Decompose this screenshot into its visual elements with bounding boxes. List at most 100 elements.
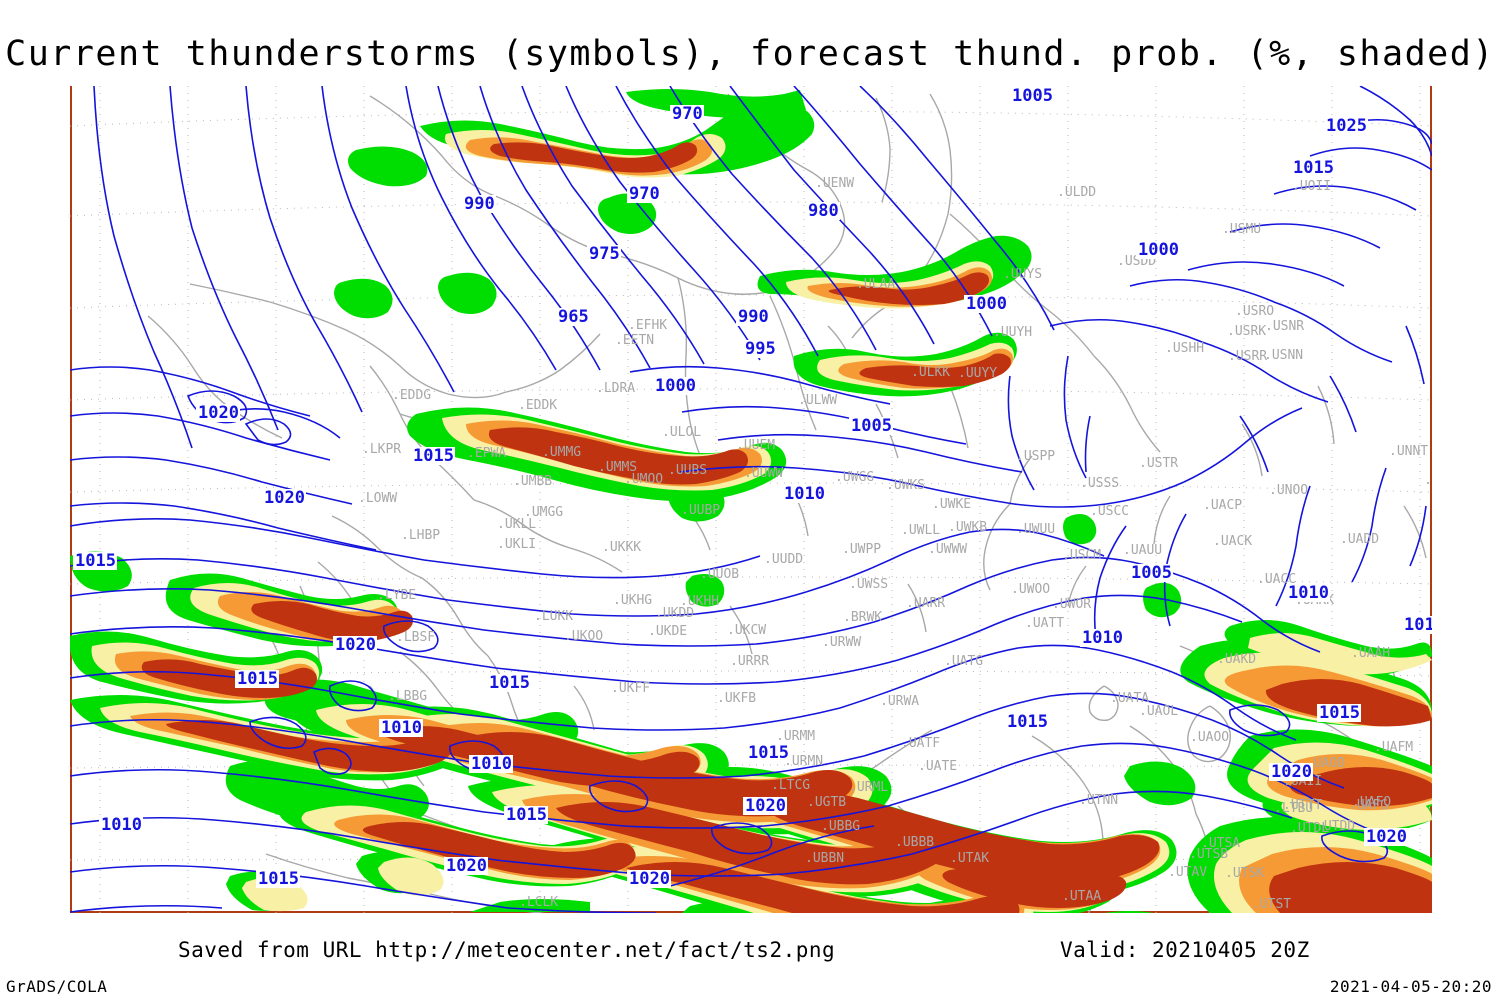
isobar-label-text: 970 — [629, 184, 660, 204]
isobar-label-backdrop — [333, 636, 377, 654]
station-label: .UAFO — [1352, 795, 1391, 810]
station-label: .EPWA — [467, 446, 506, 461]
isobar-label: 970 — [670, 104, 704, 124]
isobar-label: 1010 — [469, 754, 513, 774]
station-label: .URMN — [784, 754, 823, 769]
station-label: .UOII — [1292, 179, 1331, 194]
station-label: .UTAA — [1062, 889, 1101, 904]
isobar-label: 995 — [743, 339, 777, 359]
isobar-label-text: 1000 — [1138, 240, 1179, 260]
station-label: .ULDD — [1057, 185, 1096, 200]
station-label: .UATT — [1025, 616, 1064, 631]
isobar-label-backdrop — [411, 447, 455, 465]
station-label: .USRO — [1235, 304, 1274, 319]
station-label: .UARR — [906, 596, 945, 611]
isobar-label: 1015 — [411, 446, 455, 466]
station-label: .LUKK — [534, 609, 573, 624]
station-label: .UKHG — [613, 593, 652, 608]
station-label: .UKOO — [564, 629, 603, 644]
station-label: .UKDD — [655, 606, 694, 621]
isobar-label-text: 1000 — [655, 376, 696, 396]
timestamp-label: 2021-04-05-20:20 — [1329, 977, 1492, 996]
isobar-label-text: 1015 — [1293, 158, 1334, 178]
station-label: .USTR — [1139, 456, 1178, 471]
station-label: .UWGG — [835, 470, 874, 485]
isobar-label-text: 1010 — [471, 754, 512, 774]
station-label: .UUWW — [744, 466, 783, 481]
isobar-label-text: 1010 — [1288, 583, 1329, 603]
station-label: .UAKD — [1217, 652, 1256, 667]
station-label: .LCLK — [519, 895, 558, 910]
isobar-label: 1020 — [1269, 762, 1313, 782]
station-label: .UATG — [944, 654, 983, 669]
station-label: .UUYY — [958, 366, 997, 381]
isobar-label-backdrop — [1129, 564, 1173, 582]
isobar-label: 1020 — [333, 635, 377, 655]
isobar-label: 1005 — [849, 416, 893, 436]
isobar-label-backdrop — [469, 755, 513, 773]
station-label: .UWLL — [901, 523, 940, 538]
isobar-label: 1015 — [1317, 703, 1361, 723]
station-label: .UWOR — [1052, 597, 1091, 612]
isobar-label: 1020 — [444, 856, 488, 876]
station-label: .UGTB — [807, 795, 846, 810]
station-label: .UMOO — [624, 472, 663, 487]
station-label: .UATA — [1110, 691, 1149, 706]
isobar-label-text: 990 — [464, 194, 495, 214]
isobar-label-text: 1025 — [1326, 116, 1367, 136]
isobar-label-backdrop — [1010, 87, 1054, 105]
station-label-layer: .UENW.ULAA.EFHK.EETN.ULDD.USDD.USMU.UUYS… — [358, 176, 1432, 912]
isobar-label-backdrop — [73, 552, 117, 570]
isobar-label-backdrop — [1136, 241, 1180, 259]
station-label: .UKLL — [497, 517, 536, 532]
isobar-label-backdrop — [235, 670, 279, 688]
station-label: .URRR — [730, 654, 769, 669]
isobar-label-text: 1020 — [198, 403, 239, 423]
isobar-label-text: 990 — [738, 307, 769, 327]
isobar-label-text: 1020 — [1271, 762, 1312, 782]
station-label: .UKFB — [717, 691, 756, 706]
isobar-label: 1000 — [1136, 240, 1180, 260]
isobar-label-backdrop — [1364, 828, 1408, 846]
station-label: .LOWW — [358, 491, 397, 506]
station-label: .LYBE — [377, 588, 416, 603]
isobar-label: 1000 — [653, 376, 697, 396]
station-label: .USPP — [1016, 449, 1055, 464]
isobar-label-backdrop — [1269, 763, 1313, 781]
station-label: .UUYH — [993, 325, 1032, 340]
isobar-label: 970 — [627, 184, 661, 204]
station-label: .EFHK — [628, 318, 667, 333]
isobar-label-text: 1020 — [745, 796, 786, 816]
isobar-label-backdrop — [746, 744, 790, 762]
station-label: .UNBB — [1424, 473, 1432, 488]
station-label: .EDDK — [518, 398, 557, 413]
station-label: .UTNN — [1079, 793, 1118, 808]
isobar-label-backdrop — [1286, 584, 1330, 602]
isobar-label-backdrop — [782, 485, 826, 503]
station-label: .UWKB — [948, 520, 987, 535]
isobar-label-layer: 970 970 990 980 975 1005 1025 1015 965 990 1000 995… — [73, 86, 1432, 889]
station-label: .UKCW — [727, 623, 766, 638]
station-label: .URML — [849, 780, 888, 795]
station-label: .UADD — [1340, 532, 1379, 547]
isobar-label: 1010 — [1080, 628, 1124, 648]
isobar-label: 1020 — [196, 403, 240, 423]
station-label: .UWPP — [842, 542, 881, 557]
isobar-label-text: 995 — [745, 339, 776, 359]
station-label: .USNR — [1265, 319, 1304, 334]
station-label: .UUDD — [764, 552, 803, 567]
isobar-label-text: 1010 — [101, 815, 142, 835]
page-title: Current thunderstorms (symbols), forecas… — [5, 34, 1495, 74]
isobar-label-backdrop — [1324, 117, 1368, 135]
isobar-label-backdrop — [262, 489, 306, 507]
isobar-label-text: 1015 — [258, 869, 299, 889]
isobar-label-backdrop — [743, 340, 777, 358]
isobar-label-backdrop — [1291, 159, 1335, 177]
station-label: .UTSB — [1189, 847, 1228, 862]
station-label: .UKLI — [497, 537, 536, 552]
saved-from-url-label: Saved from URL http://meteocenter.net/fa… — [178, 938, 836, 962]
station-label: .UMGG — [524, 505, 563, 520]
isobar-label-text: 970 — [672, 104, 703, 124]
station-label: .EETN — [615, 333, 654, 348]
isobar-label-backdrop — [653, 377, 697, 395]
